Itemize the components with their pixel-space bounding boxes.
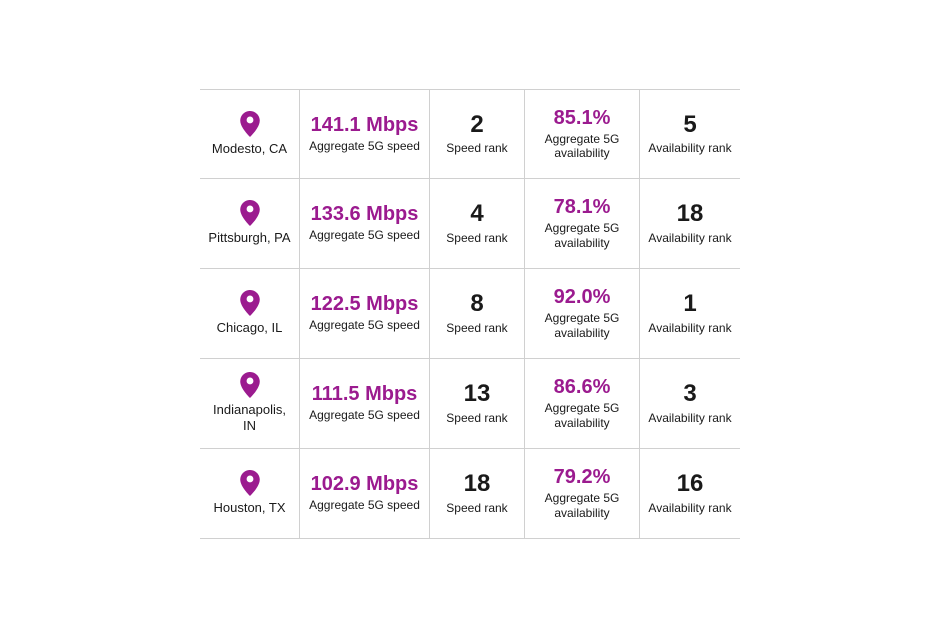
availability-sub-label: Aggregate 5G availability <box>531 491 633 520</box>
availability-value: 85.1% <box>554 107 611 129</box>
speed-rank-sub-label: Speed rank <box>446 321 507 335</box>
city-label: Chicago, IL <box>217 320 283 336</box>
availability-value: 78.1% <box>554 196 611 218</box>
speed-rank-value: 13 <box>464 381 491 407</box>
availability-rank-value: 3 <box>683 381 696 407</box>
city-label: Modesto, CA <box>212 141 287 157</box>
speed-sub-label: Aggregate 5G speed <box>309 139 420 153</box>
speed-rank-value: 4 <box>470 201 483 227</box>
cell-availability: 86.6% Aggregate 5G availability <box>525 359 640 449</box>
cell-speed: 141.1 Mbps Aggregate 5G speed <box>300 89 430 179</box>
availability-value: 79.2% <box>554 466 611 488</box>
speed-rank-value: 2 <box>470 112 483 138</box>
speed-sub-label: Aggregate 5G speed <box>309 318 420 332</box>
cell-location: Indianapolis, IN <box>200 359 300 449</box>
speed-value: 122.5 Mbps <box>311 293 419 315</box>
cell-availability: 78.1% Aggregate 5G availability <box>525 179 640 269</box>
location-pin-icon <box>240 111 260 137</box>
table-row: Modesto, CA 141.1 Mbps Aggregate 5G speed 2… <box>200 89 740 179</box>
cell-availability: 85.1% Aggregate 5G availability <box>525 89 640 179</box>
cell-speed-rank: 4 Speed rank <box>430 179 525 269</box>
cell-availability: 79.2% Aggregate 5G availability <box>525 449 640 539</box>
location-pin-icon <box>240 200 260 226</box>
table-row: Houston, TX102.9 MbpsAggregate 5G speed1… <box>200 449 740 539</box>
five-g-city-table: Modesto, CA 141.1 Mbps Aggregate 5G speed 2… <box>200 89 740 539</box>
table-row: Indianapolis, IN 111.5 Mbps Aggregate 5G s… <box>200 359 740 449</box>
cell-availability-rank: 1 Availability rank <box>640 269 740 359</box>
cell-speed-rank: 18 Speed rank <box>430 449 525 539</box>
availability-value: 92.0% <box>554 286 611 308</box>
table-row: Chicago, IL 122.5 Mbps Aggregate 5G speed 8… <box>200 269 740 359</box>
speed-value: 102.9 Mbps <box>311 473 419 495</box>
speed-sub-label: Aggregate 5G speed <box>309 408 420 422</box>
availability-sub-label: Aggregate 5G availability <box>531 221 633 250</box>
speed-rank-value: 8 <box>470 291 483 317</box>
cell-speed: 102.9 Mbps Aggregate 5G speed <box>300 449 430 539</box>
location-pin-icon <box>240 290 260 316</box>
cell-speed-rank: 2 Speed rank <box>430 89 525 179</box>
availability-rank-value: 1 <box>683 291 696 317</box>
speed-sub-label: Aggregate 5G speed <box>309 228 420 242</box>
availability-rank-sub-label: Availability rank <box>648 231 731 245</box>
availability-rank-sub-label: Availability rank <box>648 141 731 155</box>
location-pin-icon <box>240 470 260 496</box>
availability-value: 86.6% <box>554 376 611 398</box>
cell-availability: 92.0% Aggregate 5G availability <box>525 269 640 359</box>
speed-value: 111.5 Mbps <box>312 383 418 405</box>
cell-availability-rank: 18 Availability rank <box>640 179 740 269</box>
location-pin-icon <box>240 372 260 398</box>
table-row: Pittsburgh, PA 133.6 Mbps Aggregate 5G spe… <box>200 179 740 269</box>
speed-value: 141.1 Mbps <box>311 114 419 136</box>
speed-rank-sub-label: Speed rank <box>446 411 507 425</box>
cell-availability-rank: 3 Availability rank <box>640 359 740 449</box>
cell-speed: 111.5 Mbps Aggregate 5G speed <box>300 359 430 449</box>
cell-speed: 122.5 Mbps Aggregate 5G speed <box>300 269 430 359</box>
cell-availability-rank: 5 Availability rank <box>640 89 740 179</box>
speed-sub-label: Aggregate 5G speed <box>309 498 420 512</box>
availability-rank-sub-label: Availability rank <box>648 411 731 425</box>
availability-sub-label: Aggregate 5G availability <box>531 401 633 430</box>
speed-value: 133.6 Mbps <box>311 203 419 225</box>
cell-location: Pittsburgh, PA <box>200 179 300 269</box>
availability-sub-label: Aggregate 5G availability <box>531 311 633 340</box>
cell-location: Chicago, IL <box>200 269 300 359</box>
city-label: Pittsburgh, PA <box>208 230 290 246</box>
availability-rank-value: 5 <box>683 112 696 138</box>
cell-speed-rank: 13 Speed rank <box>430 359 525 449</box>
cell-location: Modesto, CA <box>200 89 300 179</box>
city-label: Houston, TX <box>213 500 285 516</box>
speed-rank-value: 18 <box>464 471 491 497</box>
cell-availability-rank: 16 Availability rank <box>640 449 740 539</box>
cell-location: Houston, TX <box>200 449 300 539</box>
speed-rank-sub-label: Speed rank <box>446 501 507 515</box>
speed-rank-sub-label: Speed rank <box>446 141 507 155</box>
availability-rank-sub-label: Availability rank <box>648 321 731 335</box>
cell-speed: 133.6 Mbps Aggregate 5G speed <box>300 179 430 269</box>
city-label: Indianapolis, IN <box>206 402 293 433</box>
cell-speed-rank: 8 Speed rank <box>430 269 525 359</box>
availability-rank-value: 16 <box>677 471 704 497</box>
speed-rank-sub-label: Speed rank <box>446 231 507 245</box>
availability-sub-label: Aggregate 5G availability <box>531 132 633 161</box>
availability-rank-value: 18 <box>677 201 704 227</box>
availability-rank-sub-label: Availability rank <box>648 501 731 515</box>
